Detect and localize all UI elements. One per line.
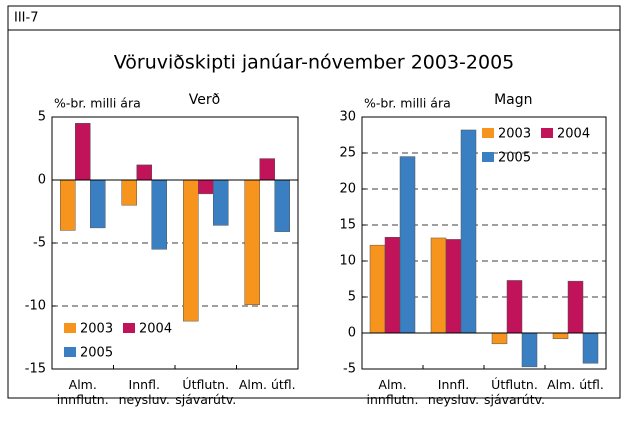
bar bbox=[151, 179, 167, 250]
y-tick-label: -5 bbox=[33, 236, 46, 251]
plot-frame bbox=[361, 116, 607, 370]
y-tick-label: 30 bbox=[339, 110, 356, 125]
legend-label: 2005 bbox=[498, 151, 531, 166]
bar bbox=[60, 179, 76, 231]
subtitle: Verð bbox=[189, 92, 220, 108]
legend-label: 2005 bbox=[80, 346, 113, 361]
y-tick-label: -15 bbox=[25, 362, 46, 377]
bar bbox=[183, 179, 199, 322]
y-tick-label: 0 bbox=[38, 173, 46, 188]
plot-frame bbox=[51, 116, 299, 370]
legend-swatch bbox=[64, 347, 76, 357]
y-tick-label: 10 bbox=[339, 254, 356, 269]
legend-swatch bbox=[541, 128, 553, 138]
x-tick-label: Alm. innflutn. bbox=[366, 377, 419, 407]
legend-swatch bbox=[64, 323, 76, 333]
legend-label: 2003 bbox=[498, 127, 531, 142]
y-tick-label: 0 bbox=[348, 326, 356, 341]
x-tick-label: Útflutn. sjávarútv. bbox=[483, 377, 546, 407]
bar bbox=[136, 164, 152, 181]
bar bbox=[582, 332, 599, 364]
bar bbox=[369, 244, 386, 334]
y-tick-label: -10 bbox=[25, 299, 46, 314]
bar bbox=[121, 179, 137, 206]
y-tick-label: 15 bbox=[339, 218, 356, 233]
bar bbox=[567, 280, 584, 334]
subtitle: Magn bbox=[494, 92, 532, 108]
y-tick-label: 20 bbox=[339, 182, 356, 197]
legend-label: 2004 bbox=[139, 322, 172, 337]
bar bbox=[491, 332, 508, 345]
header: III-7 bbox=[14, 11, 38, 26]
bar bbox=[399, 156, 416, 334]
chart-title: Vöruviðskipti janúar-nóvember 2003-2005 bbox=[114, 52, 515, 74]
legend-label: 2004 bbox=[557, 127, 590, 142]
y-tick-label: -5 bbox=[343, 362, 356, 377]
bar bbox=[244, 179, 260, 305]
x-tick-label: Alm. útfl. bbox=[238, 377, 296, 392]
legend-swatch bbox=[482, 152, 494, 162]
bar bbox=[274, 179, 290, 232]
y-tick-label: 5 bbox=[348, 290, 356, 305]
bar bbox=[521, 332, 538, 368]
y-tick-label: 25 bbox=[339, 146, 356, 161]
x-tick-label: Útflutn. sjávarútv. bbox=[175, 377, 237, 407]
x-tick-label: Innfl. neysluv. bbox=[118, 377, 170, 407]
bar bbox=[259, 158, 275, 181]
bar bbox=[90, 179, 106, 229]
y-axis-label: %-br. milli ára bbox=[54, 96, 141, 111]
bar bbox=[506, 280, 523, 334]
bar bbox=[75, 123, 91, 181]
bar bbox=[460, 129, 477, 334]
x-tick-label: Alm. útfl. bbox=[547, 377, 604, 392]
x-tick-label: Alm. innflutn. bbox=[56, 377, 109, 407]
legend-swatch bbox=[482, 128, 494, 138]
bar bbox=[384, 236, 401, 334]
y-axis-label: %-br. milli ára bbox=[364, 96, 451, 111]
frame bbox=[7, 5, 621, 399]
bar bbox=[552, 332, 569, 340]
bar bbox=[430, 237, 447, 334]
legend-label: 2003 bbox=[80, 322, 113, 337]
legend-swatch bbox=[123, 323, 135, 333]
x-tick-label: Innfl. neysluv. bbox=[427, 377, 480, 407]
bar bbox=[198, 179, 214, 195]
bar bbox=[445, 239, 462, 334]
bar bbox=[213, 179, 229, 226]
y-tick-label: 5 bbox=[38, 110, 46, 125]
